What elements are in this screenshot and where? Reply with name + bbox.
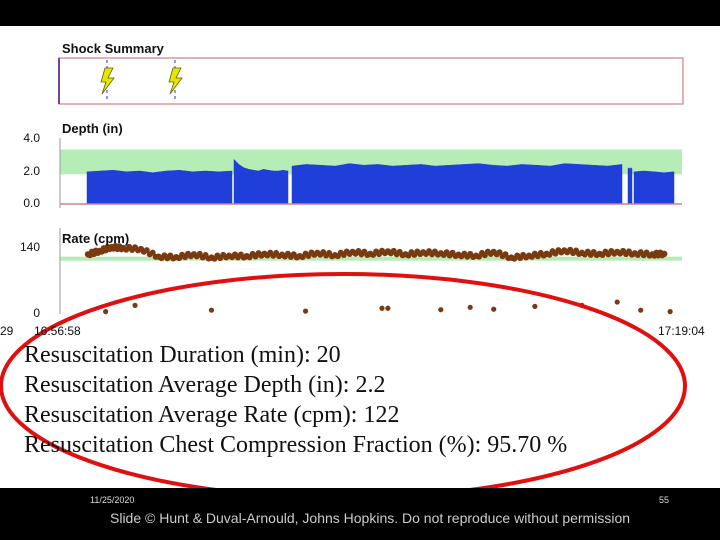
rate-data-point	[470, 254, 477, 261]
time-label-cut: 29	[0, 324, 14, 338]
rate-outlier-point	[532, 303, 538, 309]
rate-data-point	[134, 247, 141, 254]
stat-average-depth: Resuscitation Average Depth (in): 2.2	[24, 372, 386, 398]
rate-data-point	[505, 255, 512, 262]
rate-chart-title: Rate (cpm)	[62, 231, 130, 246]
rate-tick-label: 140	[19, 240, 40, 254]
shock-summary-frame	[58, 57, 684, 105]
rate-data-point	[399, 252, 406, 259]
rate-data-point	[143, 247, 150, 254]
rate-data-point	[118, 246, 125, 253]
footer-bar	[0, 488, 720, 540]
rate-data-point	[240, 254, 247, 261]
rate-data-point	[276, 253, 283, 260]
lightning-bolt-icon	[168, 67, 183, 95]
rate-data-point	[170, 255, 177, 262]
rate-data-point	[523, 254, 530, 261]
rate-data-point	[452, 253, 459, 260]
rate-outlier-point	[208, 307, 215, 313]
depth-chart-title: Depth (in)	[62, 121, 123, 136]
footer-date: 11/25/2020	[90, 495, 135, 505]
rate-data-point	[646, 252, 653, 259]
stat-compression-fraction: Resuscitation Chest Compression Fraction…	[24, 432, 568, 458]
rate-outlier-point	[302, 308, 309, 314]
stat-duration: Resuscitation Duration (min): 20	[24, 342, 341, 368]
rate-data-point	[258, 252, 265, 259]
rate-data-point	[205, 255, 212, 262]
depth-tick-label: 2.0	[23, 164, 40, 178]
rate-data-point	[434, 251, 441, 258]
depth-series-segment	[633, 170, 675, 205]
footer-page-number: 55	[659, 495, 670, 505]
rate-data-point	[628, 251, 635, 258]
rate-data-point	[540, 252, 547, 259]
rate-data-point	[311, 251, 318, 258]
rate-outlier-point	[103, 309, 109, 315]
rate-outlier-point	[438, 307, 444, 313]
rate-data-point	[346, 250, 353, 257]
rate-target-band	[60, 256, 682, 261]
time-label-end: 17:19:04	[658, 324, 705, 338]
rate-outlier-point	[379, 305, 385, 311]
rate-data-point	[329, 253, 336, 260]
rate-data-point	[223, 254, 230, 261]
rate-data-point	[293, 254, 300, 261]
lightning-bolt-icon	[100, 67, 115, 95]
rate-outlier-point	[638, 307, 644, 313]
depth-tick-label: 0.0	[23, 196, 40, 210]
rate-outlier-point	[667, 309, 673, 315]
footer-copyright: Slide © Hunt & Duval-Arnould, Johns Hopk…	[110, 510, 631, 526]
rate-outlier-point	[385, 305, 391, 311]
depth-series-segment	[291, 163, 623, 205]
rate-data-point	[593, 252, 600, 259]
rate-data-point	[149, 249, 156, 256]
rate-data-point	[558, 249, 565, 256]
rate-tick-label: 0	[33, 306, 40, 320]
shock-summary-title: Shock Summary	[62, 41, 164, 56]
top-bar	[0, 0, 720, 26]
rate-outlier-point	[467, 304, 473, 310]
rate-data-point	[364, 251, 371, 258]
rate-data-point	[659, 252, 666, 259]
rate-outlier-point	[132, 302, 138, 308]
rate-data-point	[487, 251, 494, 258]
depth-series-segment	[627, 167, 633, 205]
resuscitation-stats: Resuscitation Duration (min): 20 Resusci…	[24, 340, 567, 460]
rate-data-point	[417, 251, 424, 258]
depth-series-segment	[233, 158, 289, 205]
rate-outlier-point	[614, 299, 620, 305]
rate-data-point	[381, 250, 388, 257]
depth-tick-label: 4.0	[23, 131, 40, 145]
rate-data-point	[152, 253, 159, 260]
depth-series-segment	[86, 169, 233, 205]
rate-outlier-point	[491, 306, 497, 312]
rate-data-point	[611, 250, 618, 257]
stat-average-rate: Resuscitation Average Rate (cpm): 122	[24, 402, 400, 428]
time-label-start: 16:56:58	[34, 324, 81, 338]
rate-data-point	[575, 250, 582, 257]
rate-data-point	[187, 253, 194, 260]
